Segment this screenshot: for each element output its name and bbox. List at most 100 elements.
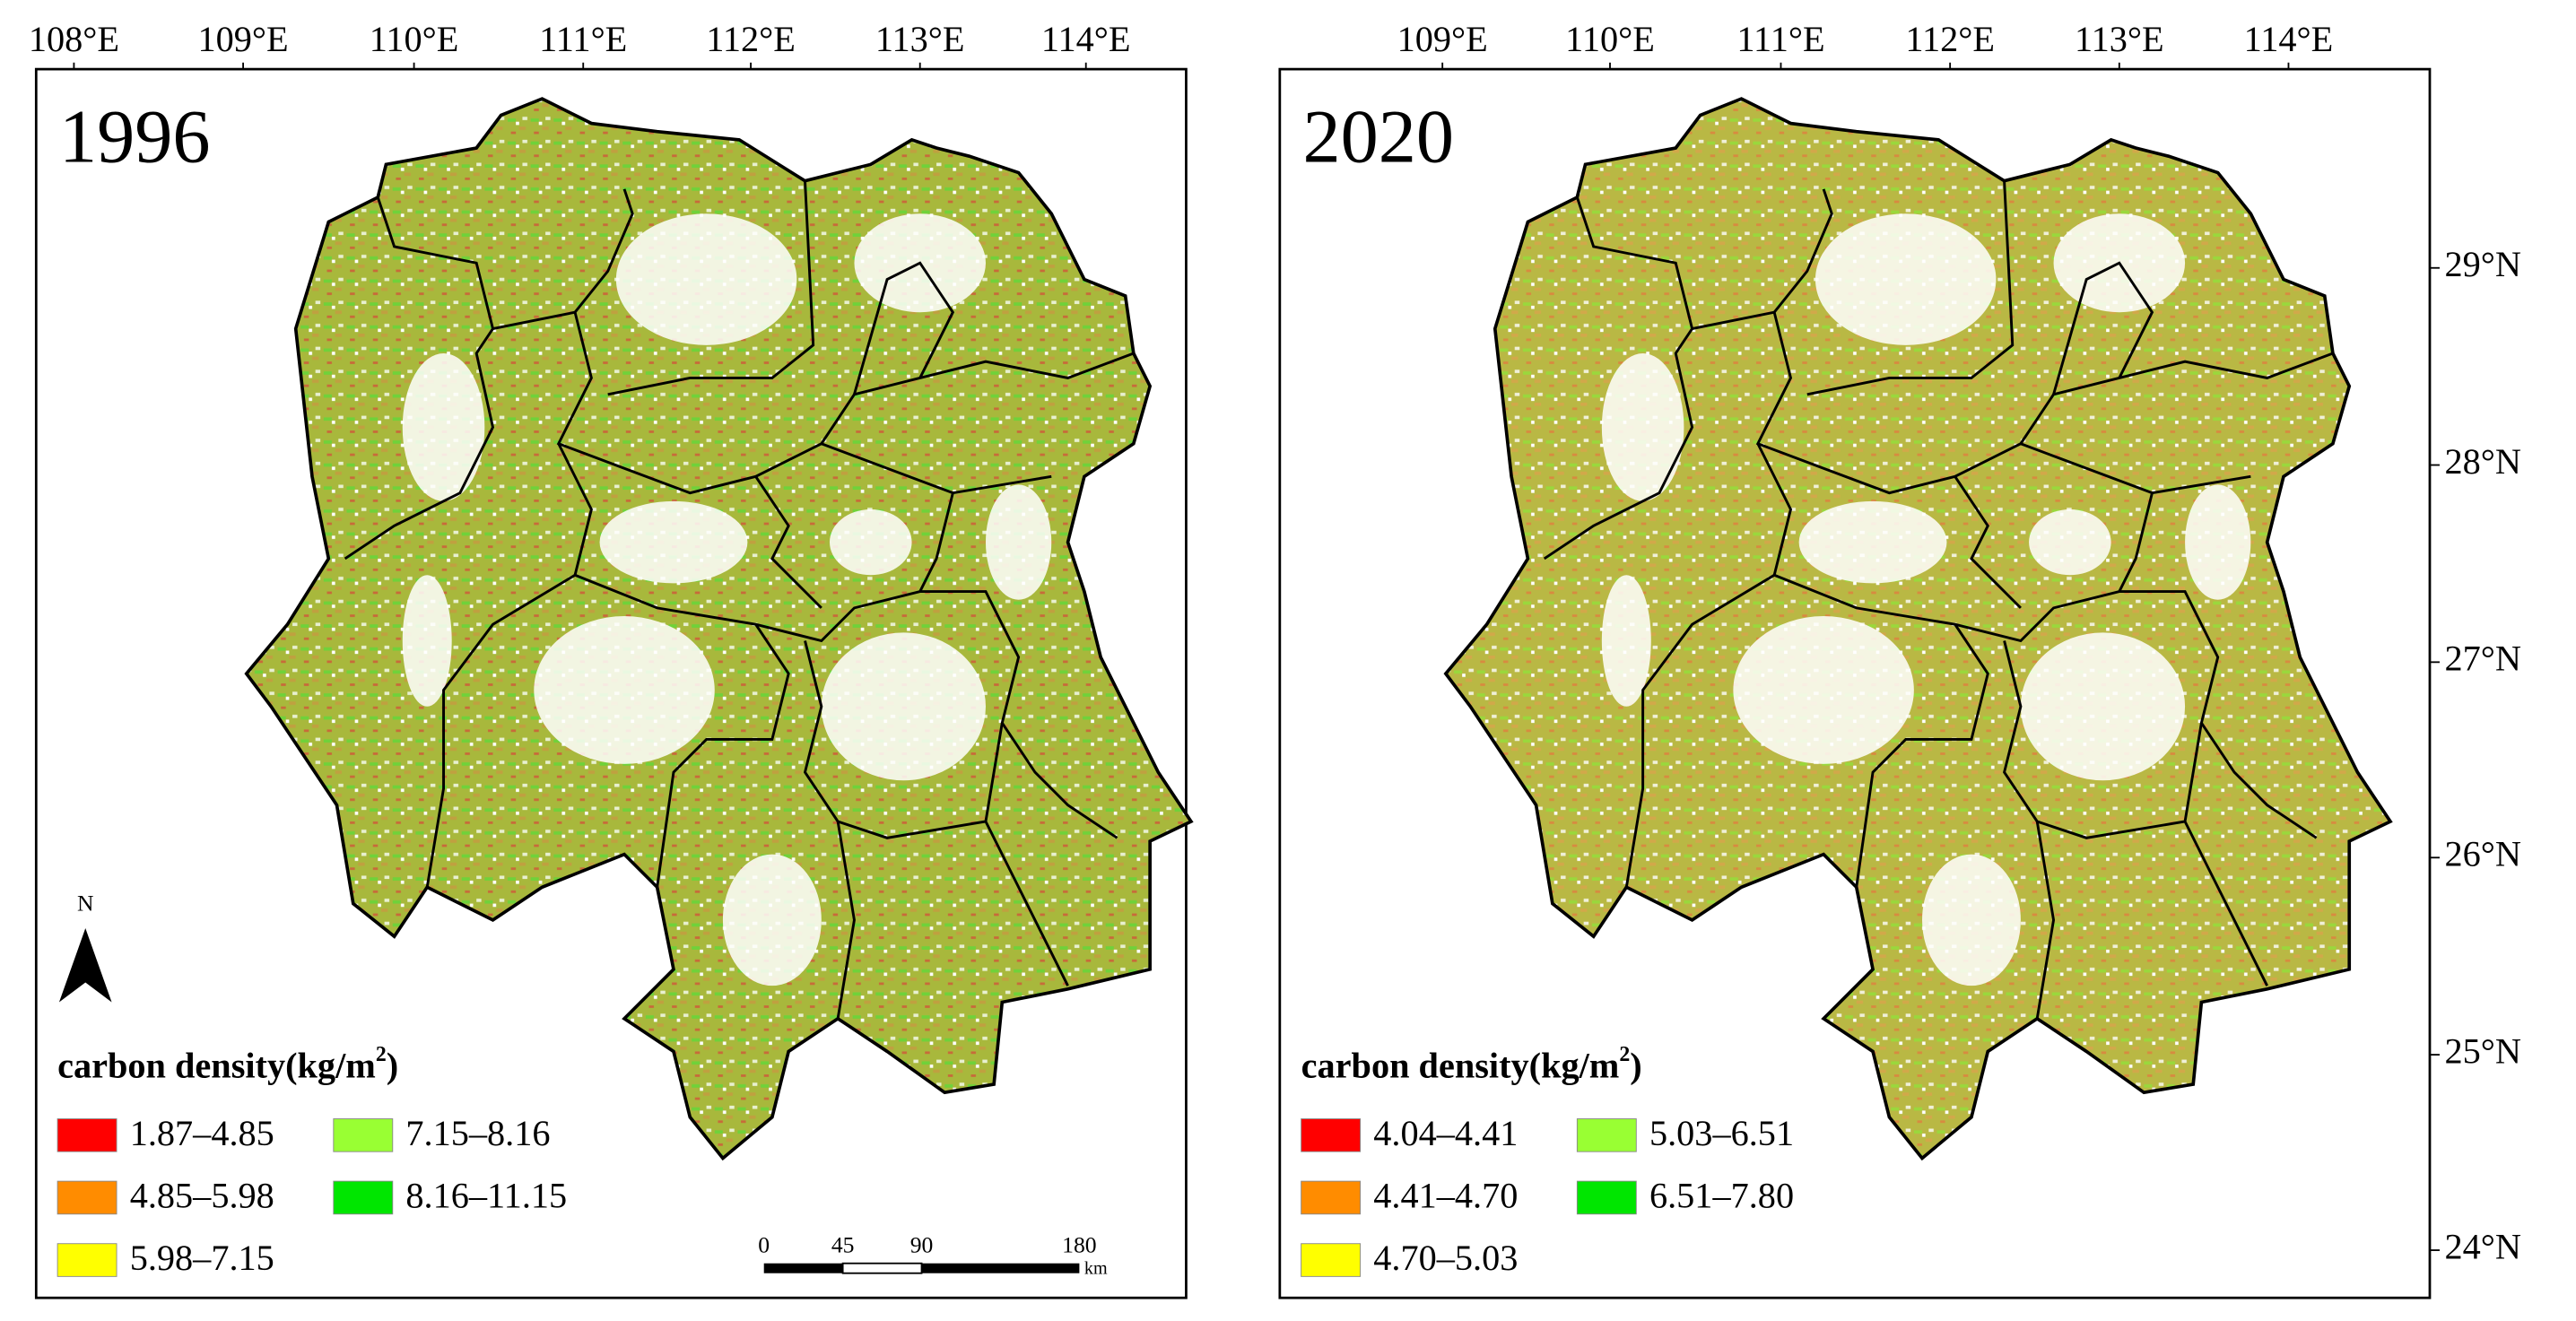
- longitude-label: 108°E: [29, 19, 119, 59]
- scale-bar-label: 180: [1062, 1231, 1096, 1257]
- county-boundary: [2118, 492, 2154, 593]
- scale-bar-unit: km: [1084, 1259, 1108, 1279]
- province-map: [244, 97, 1194, 1161]
- legend-label: 4.85–5.98: [130, 1176, 274, 1216]
- non-forest-area: [2020, 632, 2186, 781]
- non-forest-areas: [1601, 213, 2251, 986]
- legend-title: carbon density(kg/m2): [1301, 1043, 1642, 1085]
- non-forest-area: [599, 500, 748, 584]
- legend-title-text: carbon density(kg/m: [57, 1046, 376, 1086]
- longitude-label: 112°E: [706, 19, 796, 59]
- county-boundary: [754, 475, 822, 609]
- county-boundary: [1624, 443, 1793, 888]
- legend-swatch: [1576, 1118, 1637, 1152]
- legend-label: 6.51–7.80: [1649, 1176, 1794, 1216]
- longitude-label: 110°E: [370, 19, 459, 59]
- province-fill: [1445, 99, 2391, 1159]
- scale-bar-seg: [921, 1263, 1080, 1273]
- legend-label: 4.70–5.03: [1373, 1238, 1518, 1278]
- legend-label: 5.03–6.51: [1649, 1113, 1794, 1153]
- county-boundary: [853, 261, 955, 395]
- panel-year: 2020: [1302, 96, 1454, 179]
- longitude-label: 110°E: [1565, 19, 1655, 59]
- scale-bar-label: 0: [758, 1231, 770, 1257]
- county-boundary: [376, 188, 634, 331]
- longitude-label: 112°E: [1905, 19, 1995, 59]
- county-boundary: [1755, 311, 2334, 495]
- county-boundary: [1773, 573, 2318, 839]
- legend-title-text: carbon density(kg/m: [1301, 1046, 1620, 1086]
- map-panel: 2020 109°E 110°E 111°E 112°E 113°E 114°E 29°N 28…: [1278, 19, 2521, 1299]
- panel-year: 1996: [59, 96, 211, 179]
- scale-bar-label: 90: [910, 1231, 934, 1257]
- non-forest-area: [1922, 854, 2021, 986]
- legend-swatch: [1301, 1243, 1362, 1277]
- county-boundary: [1543, 327, 1694, 561]
- legend-label: 4.04–4.41: [1373, 1113, 1518, 1153]
- scale-bar-label: 45: [831, 1231, 855, 1257]
- legend-swatch: [57, 1118, 117, 1152]
- latitude-label: 24°N: [2444, 1226, 2520, 1266]
- legend-label: 7.15–8.16: [405, 1113, 550, 1153]
- legend-swatch: [333, 1180, 394, 1215]
- legend-swatch: [1301, 1180, 1362, 1215]
- non-forest-area: [821, 632, 986, 781]
- legend-label: 4.41–4.70: [1373, 1176, 1518, 1216]
- scale-bar-seg: [841, 1262, 923, 1274]
- non-forest-area: [1601, 575, 1651, 707]
- legend-title-end: ): [1630, 1046, 1641, 1086]
- non-forest-area: [1733, 616, 1914, 764]
- longitude-label: 111°E: [1736, 19, 1824, 59]
- scale-bar-seg: [763, 1263, 843, 1273]
- legend-label: 1.87–4.85: [130, 1113, 274, 1153]
- legend-swatch: [1576, 1180, 1637, 1215]
- non-forest-area: [1798, 500, 1947, 584]
- county-boundary: [918, 492, 954, 593]
- longitude-label: 109°E: [1397, 19, 1488, 59]
- non-forest-area: [534, 616, 715, 764]
- province-boundary: [1443, 97, 2393, 1161]
- non-forest-area: [615, 213, 797, 345]
- non-forest-area: [402, 575, 452, 707]
- north-label: N: [77, 890, 94, 916]
- province-fill: [246, 99, 1191, 1159]
- county-boundary: [821, 442, 1052, 495]
- non-forest-area: [1601, 352, 1684, 501]
- county-boundary: [1575, 188, 1833, 331]
- legend-label: 5.98–7.15: [130, 1238, 274, 1278]
- longitude-label: 113°E: [875, 19, 965, 59]
- longitude-label: 114°E: [1041, 19, 1131, 59]
- latitude-label: 25°N: [2444, 1030, 2520, 1071]
- county-boundary: [574, 573, 1118, 839]
- county-boundary: [1806, 180, 2015, 396]
- longitude-label: 111°E: [539, 19, 627, 59]
- legend-swatch: [1301, 1118, 1362, 1152]
- legend-swatch: [57, 1180, 117, 1215]
- province-map: [1443, 97, 2393, 1161]
- legend-title-sup: 2: [376, 1043, 387, 1066]
- longitude-label: 113°E: [2075, 19, 2164, 59]
- county-boundary: [1954, 475, 2022, 609]
- non-forest-area: [985, 484, 1052, 600]
- legend-title-end: ): [387, 1046, 398, 1086]
- non-forest-area: [2029, 508, 2111, 576]
- county-boundary: [2052, 261, 2154, 395]
- non-forest-area: [2185, 484, 2251, 600]
- county-boundary: [2020, 442, 2251, 495]
- non-forest-areas: [402, 213, 1052, 986]
- county-boundary: [656, 623, 790, 888]
- county-boundary: [607, 180, 815, 396]
- latitude-label: 27°N: [2444, 639, 2520, 679]
- map-panel: 1996 108°E 109°E 110°E 111°E 112°E 113°E 114°E c…: [29, 19, 1194, 1299]
- county-boundary: [556, 311, 1135, 495]
- non-forest-area: [722, 854, 822, 986]
- north-arrow: [58, 928, 112, 1003]
- county-boundary: [344, 327, 495, 561]
- province-boundary: [244, 97, 1194, 1161]
- legend-swatch: [57, 1243, 117, 1277]
- county-boundary: [2183, 821, 2268, 986]
- county-boundary: [2035, 821, 2056, 1020]
- latitude-label: 29°N: [2444, 244, 2520, 284]
